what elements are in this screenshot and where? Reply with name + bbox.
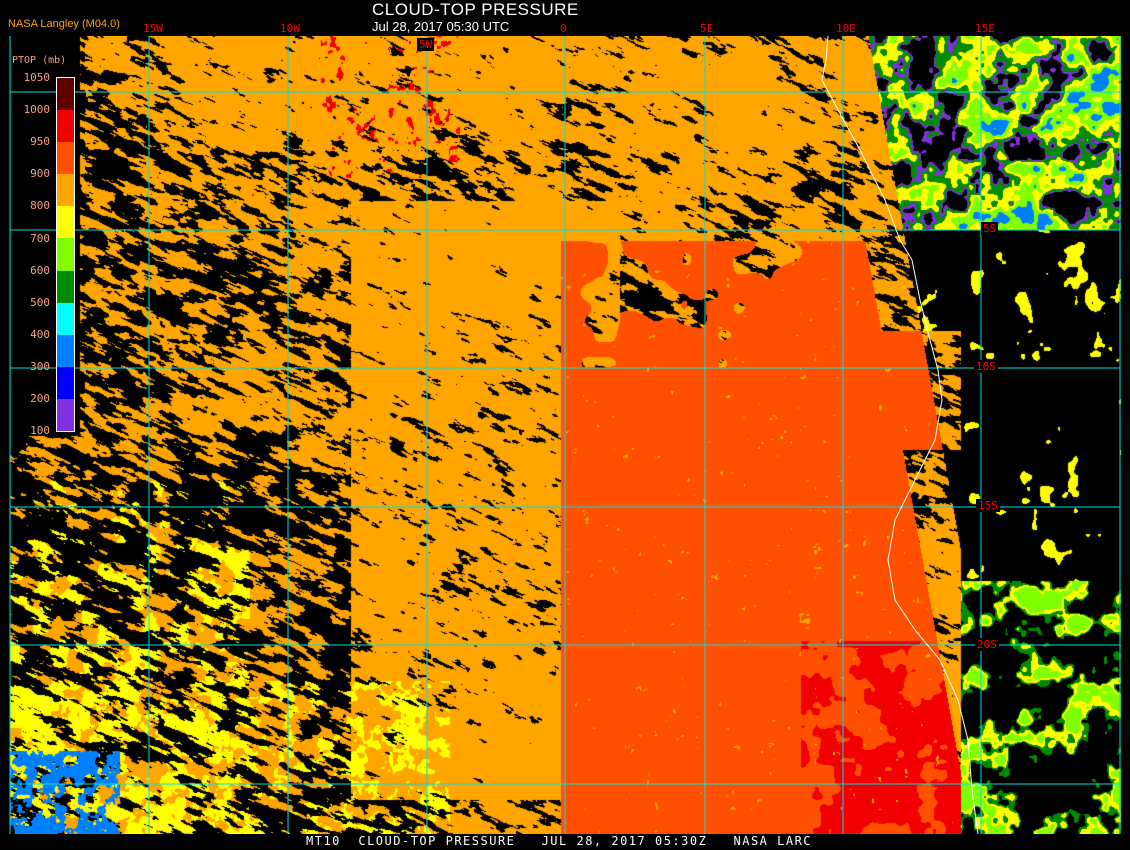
lat-label-15s: 15S — [976, 499, 1000, 512]
legend-label: 1000 — [23, 103, 51, 117]
legend-label: 300 — [30, 359, 50, 373]
lon-label-15w: 15W — [143, 22, 163, 35]
legend-label: 1050 — [23, 71, 51, 84]
legend-label: 700 — [30, 231, 50, 245]
legend-label: 600 — [30, 263, 50, 277]
coastline — [821, 35, 979, 835]
legend-label: 900 — [30, 167, 50, 181]
map-title: CLOUD-TOP PRESSURE — [372, 0, 579, 19]
lon-label-5e: 5E — [700, 22, 714, 35]
legend-label: 400 — [30, 327, 50, 341]
legend-swatch — [57, 398, 74, 432]
legend-label: 200 — [30, 392, 50, 405]
legend-swatch — [57, 238, 74, 271]
lon-label-10e: 10E — [836, 22, 856, 35]
legend-swatch — [57, 142, 74, 175]
lon-label-15e: 15E — [975, 22, 995, 35]
legend-swatch — [57, 206, 74, 239]
legend-label: 100 — [30, 424, 50, 438]
lon-label-10w: 10W — [280, 22, 300, 35]
lat-label-5s: 5S — [981, 222, 999, 235]
credit-label: NASA Langley (M04.0) — [8, 18, 120, 30]
legend-label: 500 — [30, 295, 50, 309]
legend-swatch — [57, 270, 74, 303]
legend-label: 800 — [30, 199, 50, 213]
footer-caption: MT10 CLOUD-TOP PRESSURE JUL 28, 2017 05:… — [306, 834, 813, 848]
legend-swatch — [57, 78, 74, 111]
legend-label: 950 — [30, 135, 50, 149]
legend-swatch — [57, 366, 74, 399]
legend-swatch — [57, 110, 74, 143]
legend-swatch — [57, 174, 74, 207]
lat-label-20s: 20S — [975, 638, 999, 651]
lon-label-0: 0 — [560, 22, 567, 35]
lon-label-5w: 5W — [417, 38, 435, 51]
map-datetime: Jul 28, 2017 05:30 UTC — [372, 19, 510, 34]
legend-color-bar — [56, 77, 75, 432]
legend-swatch — [57, 334, 74, 367]
legend-swatch — [57, 302, 74, 335]
lat-label-10s: 10S — [974, 360, 998, 373]
lat-lon-grid — [9, 36, 1121, 834]
legend-title: PTOP (mb) — [12, 55, 67, 66]
